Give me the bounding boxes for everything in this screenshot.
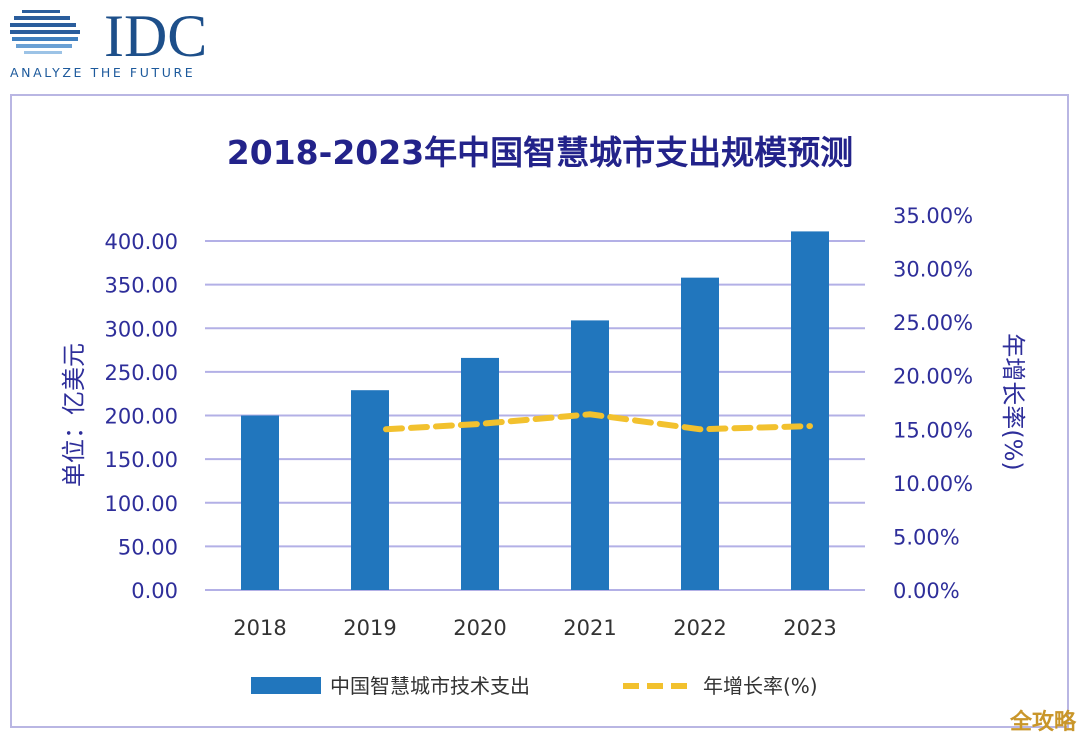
left-tick-label: 250.00 bbox=[105, 361, 178, 385]
left-tick-label: 50.00 bbox=[118, 535, 178, 559]
right-tick-label: 20.00% bbox=[893, 365, 973, 389]
bar-2019 bbox=[351, 390, 389, 590]
bar-2023 bbox=[791, 231, 829, 590]
x-tick-label: 2023 bbox=[783, 616, 836, 640]
right-axis-label: 年增长率(%) bbox=[999, 333, 1027, 471]
bar-2020 bbox=[461, 357, 499, 590]
x-tick-label: 2019 bbox=[343, 616, 396, 640]
right-tick-label: 25.00% bbox=[893, 311, 973, 335]
legend-bar-swatch bbox=[251, 677, 321, 694]
left-tick-label: 0.00 bbox=[131, 579, 178, 603]
right-tick-label: 0.00% bbox=[893, 579, 960, 603]
bar-2018 bbox=[241, 415, 279, 590]
svg-text:ANALYZE THE FUTURE: ANALYZE THE FUTURE bbox=[10, 65, 195, 80]
svg-text:IDC: IDC bbox=[104, 3, 207, 69]
x-tick-label: 2018 bbox=[233, 616, 286, 640]
legend-line-label: 年增长率(%) bbox=[703, 674, 818, 698]
x-tick-label: 2021 bbox=[563, 616, 616, 640]
right-tick-label: 5.00% bbox=[893, 525, 960, 549]
x-tick-label: 2020 bbox=[453, 616, 506, 640]
left-axis-label: 单位：亿美元 bbox=[60, 343, 88, 487]
left-tick-label: 350.00 bbox=[105, 274, 178, 298]
left-tick-label: 150.00 bbox=[105, 448, 178, 472]
bar-2022 bbox=[681, 277, 719, 590]
x-tick-label: 2022 bbox=[673, 616, 726, 640]
left-tick-label: 400.00 bbox=[105, 230, 178, 254]
legend: 中国智慧城市技术支出 年增长率(%) bbox=[251, 674, 818, 698]
legend-bar-label: 中国智慧城市技术支出 bbox=[330, 674, 530, 698]
right-tick-label: 10.00% bbox=[893, 472, 973, 496]
right-tick-label: 30.00% bbox=[893, 258, 973, 282]
left-tick-label: 100.00 bbox=[105, 492, 178, 516]
idc-logo: IDC ANALYZE THE FUTURE bbox=[10, 3, 207, 80]
chart-frame bbox=[10, 94, 1069, 728]
right-tick-label: 35.00% bbox=[893, 204, 973, 228]
left-tick-label: 300.00 bbox=[105, 317, 178, 341]
left-tick-label: 200.00 bbox=[105, 405, 178, 429]
bar-2021 bbox=[571, 320, 609, 590]
chart-title: 2018-2023年中国智慧城市支出规模预测 bbox=[227, 133, 853, 172]
watermark: 全攻略 bbox=[1009, 709, 1077, 735]
growth-rate-line bbox=[383, 411, 813, 433]
right-tick-label: 15.00% bbox=[893, 418, 973, 442]
